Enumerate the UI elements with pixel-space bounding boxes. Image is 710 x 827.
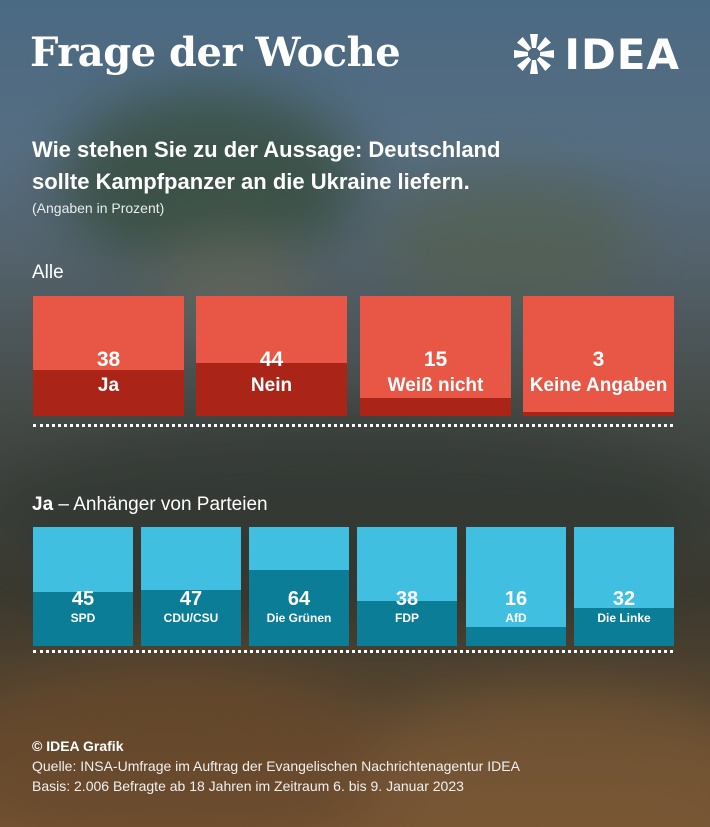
source-note: Quelle: INSA-Umfrage im Auftrag der Evan… bbox=[32, 758, 520, 774]
bar: 64 Die Grünen bbox=[249, 527, 349, 646]
category-label: Ja bbox=[97, 375, 120, 396]
data-label: 44 bbox=[259, 348, 284, 371]
brand-title: Frage der Woche bbox=[30, 29, 401, 76]
bar-fill bbox=[141, 590, 241, 646]
bar-fill bbox=[523, 412, 674, 416]
bar-fill bbox=[33, 370, 184, 416]
dotted-divider bbox=[33, 424, 673, 427]
data-label: 15 bbox=[423, 348, 448, 371]
bar: 3 Keine Angaben bbox=[523, 296, 674, 416]
bar-fill bbox=[574, 607, 674, 646]
bar-fill bbox=[33, 592, 133, 646]
bar: 32 Die Linke bbox=[574, 527, 674, 646]
category-label: Nein bbox=[250, 375, 293, 396]
bar: 44 Nein bbox=[196, 296, 347, 416]
bar: 38 FDP bbox=[357, 527, 457, 646]
bar: 16 AfD bbox=[466, 527, 566, 646]
data-label: 47 bbox=[179, 588, 203, 610]
data-label: 45 bbox=[71, 588, 95, 610]
category-label: CDU/CSU bbox=[163, 611, 219, 625]
bar: 45 SPD bbox=[33, 527, 133, 646]
bar: 38 Ja bbox=[33, 296, 184, 416]
copyright: © IDEA Grafik bbox=[32, 738, 124, 754]
category-label: FDP bbox=[395, 611, 419, 625]
idea-logo-icon bbox=[514, 34, 555, 74]
dotted-divider bbox=[33, 650, 673, 653]
data-label: 3 bbox=[592, 348, 605, 371]
category-label: AfD bbox=[505, 611, 527, 625]
category-label: Die Linke bbox=[597, 611, 651, 625]
category-label: Keine Angaben bbox=[529, 375, 668, 396]
category-label: SPD bbox=[70, 611, 96, 625]
basis-note: Basis: 2.006 Befragte ab 18 Jahren im Ze… bbox=[32, 778, 464, 794]
unit-note: (Angaben in Prozent) bbox=[32, 200, 165, 216]
data-label: 32 bbox=[612, 588, 636, 610]
chart-title-parteien: Ja – Anhänger von Parteien bbox=[32, 494, 268, 516]
survey-question: Wie stehen Sie zu der Aussage: Deutschla… bbox=[32, 137, 501, 194]
idea-logo: IDEA bbox=[512, 29, 680, 79]
logo-wordmark: IDEA bbox=[564, 29, 680, 79]
data-label: 38 bbox=[96, 348, 121, 371]
bar-fill bbox=[196, 363, 347, 416]
bar: 15 Weiß nicht bbox=[360, 296, 511, 416]
category-label: Die Grünen bbox=[266, 611, 332, 625]
bar: 47 CDU/CSU bbox=[141, 527, 241, 646]
data-label: 38 bbox=[395, 588, 419, 610]
data-label: 64 bbox=[287, 588, 311, 610]
data-label: 16 bbox=[504, 588, 528, 610]
chart-title-bold: Ja bbox=[32, 494, 54, 515]
bar-fill bbox=[466, 626, 566, 646]
chart-title-alle: Alle bbox=[32, 262, 64, 283]
bar-fill bbox=[360, 398, 511, 416]
chart-title-rest: – Anhänger von Parteien bbox=[53, 494, 268, 515]
bar-fill bbox=[357, 600, 457, 646]
bar-fill bbox=[249, 569, 349, 646]
category-label: Weiß nicht bbox=[387, 375, 484, 396]
